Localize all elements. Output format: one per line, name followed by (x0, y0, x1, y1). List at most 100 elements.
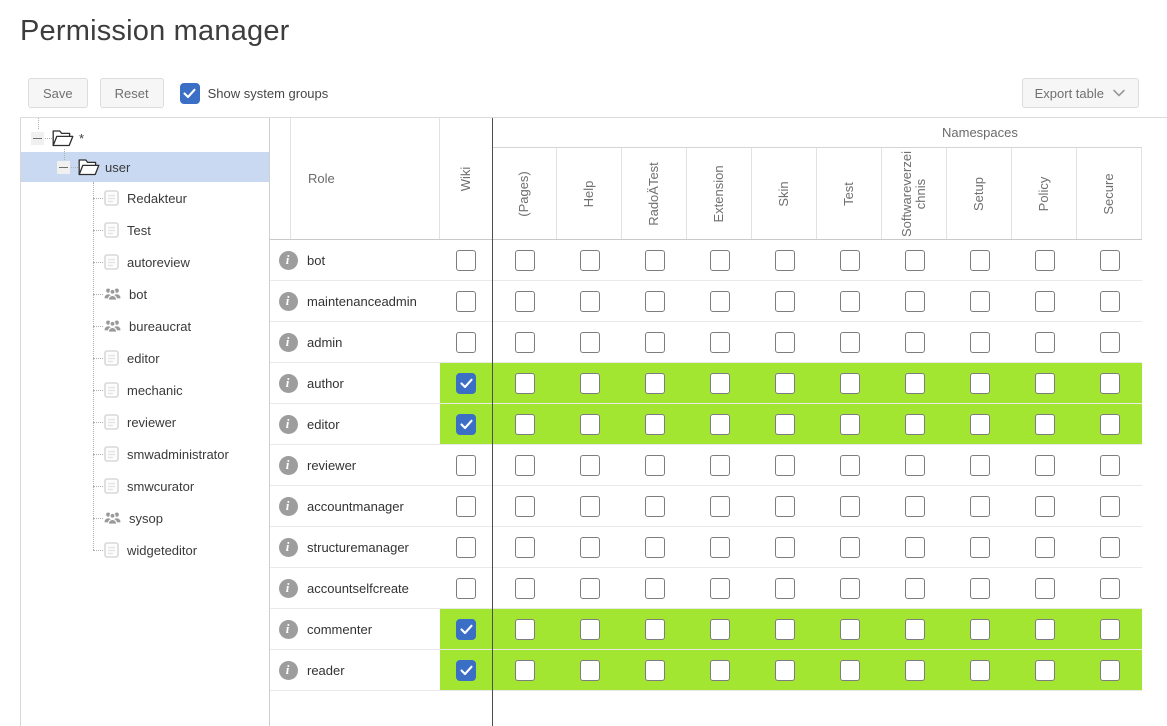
info-icon[interactable]: i (279, 414, 298, 434)
namespace-checkbox[interactable] (774, 331, 795, 353)
namespace-checkbox[interactable] (644, 577, 665, 599)
wiki-checkbox[interactable] (456, 290, 476, 312)
namespace-checkbox[interactable] (969, 454, 990, 476)
namespace-checkbox[interactable] (1099, 249, 1120, 271)
namespace-checkbox[interactable] (839, 454, 860, 476)
namespace-checkbox[interactable] (514, 618, 535, 640)
namespace-checkbox[interactable] (774, 290, 795, 312)
namespace-checkbox[interactable] (1034, 495, 1055, 517)
namespace-checkbox[interactable] (579, 290, 600, 312)
namespace-checkbox[interactable] (514, 577, 535, 599)
namespace-checkbox[interactable] (1034, 413, 1055, 435)
namespace-checkbox[interactable] (839, 372, 860, 394)
namespace-checkbox[interactable] (579, 372, 600, 394)
namespace-checkbox[interactable] (774, 659, 795, 681)
namespace-checkbox[interactable] (774, 536, 795, 558)
namespace-checkbox[interactable] (839, 577, 860, 599)
namespace-checkbox[interactable] (839, 249, 860, 271)
wiki-checkbox[interactable] (456, 495, 476, 517)
namespace-checkbox[interactable] (709, 536, 730, 558)
namespace-checkbox[interactable] (1034, 454, 1055, 476)
namespace-checkbox[interactable] (644, 331, 665, 353)
tree-item-reviewer[interactable]: reviewer (21, 406, 269, 438)
tree-item-root[interactable]: * (21, 124, 269, 152)
namespace-checkbox[interactable] (709, 659, 730, 681)
namespace-checkbox[interactable] (579, 249, 600, 271)
namespace-checkbox[interactable] (774, 372, 795, 394)
namespace-checkbox[interactable] (579, 331, 600, 353)
namespace-checkbox[interactable] (774, 413, 795, 435)
info-icon[interactable]: i (279, 332, 298, 352)
namespace-checkbox[interactable] (839, 495, 860, 517)
wiki-checkbox[interactable] (456, 577, 476, 599)
namespace-checkbox[interactable] (839, 413, 860, 435)
namespace-checkbox[interactable] (579, 536, 600, 558)
namespace-checkbox[interactable] (1034, 577, 1055, 599)
namespace-checkbox[interactable] (1034, 659, 1055, 681)
show-system-groups-checkbox[interactable] (179, 82, 200, 104)
namespace-checkbox[interactable] (644, 454, 665, 476)
namespace-checkbox[interactable] (644, 536, 665, 558)
tree-item-bureaucrat[interactable]: bureaucrat (21, 310, 269, 342)
namespace-checkbox[interactable] (774, 454, 795, 476)
namespace-checkbox[interactable] (709, 249, 730, 271)
namespace-checkbox[interactable] (709, 372, 730, 394)
namespace-checkbox[interactable] (774, 249, 795, 271)
namespace-checkbox[interactable] (709, 331, 730, 353)
wiki-checkbox[interactable] (456, 454, 476, 476)
save-button[interactable]: Save (28, 78, 88, 108)
namespace-checkbox[interactable] (1099, 372, 1120, 394)
reset-button[interactable]: Reset (99, 78, 164, 108)
namespace-checkbox[interactable] (514, 413, 535, 435)
namespace-checkbox[interactable] (969, 413, 990, 435)
namespace-checkbox[interactable] (514, 454, 535, 476)
namespace-checkbox[interactable] (709, 454, 730, 476)
wiki-checkbox[interactable] (456, 331, 476, 353)
namespace-checkbox[interactable] (579, 495, 600, 517)
wiki-checkbox[interactable] (456, 536, 476, 558)
namespace-checkbox[interactable] (644, 659, 665, 681)
namespace-checkbox[interactable] (839, 659, 860, 681)
wiki-checkbox[interactable] (456, 249, 476, 271)
namespace-checkbox[interactable] (644, 413, 665, 435)
namespace-checkbox[interactable] (644, 495, 665, 517)
namespace-checkbox[interactable] (969, 536, 990, 558)
namespace-checkbox[interactable] (579, 577, 600, 599)
tree-item-Test[interactable]: Test (21, 214, 269, 246)
namespace-checkbox[interactable] (774, 495, 795, 517)
namespace-checkbox[interactable] (1099, 659, 1120, 681)
namespace-checkbox[interactable] (904, 618, 925, 640)
namespace-checkbox[interactable] (709, 618, 730, 640)
namespace-checkbox[interactable] (904, 331, 925, 353)
tree-item-mechanic[interactable]: mechanic (21, 374, 269, 406)
namespace-checkbox[interactable] (1099, 413, 1120, 435)
info-icon[interactable]: i (279, 250, 298, 270)
namespace-checkbox[interactable] (1099, 454, 1120, 476)
info-icon[interactable]: i (279, 619, 298, 639)
namespace-checkbox[interactable] (969, 577, 990, 599)
info-icon[interactable]: i (279, 455, 298, 475)
namespace-checkbox[interactable] (644, 249, 665, 271)
wiki-checkbox[interactable] (456, 618, 476, 640)
namespace-checkbox[interactable] (514, 290, 535, 312)
namespace-checkbox[interactable] (514, 372, 535, 394)
info-icon[interactable]: i (279, 578, 298, 598)
namespace-checkbox[interactable] (1099, 577, 1120, 599)
namespace-checkbox[interactable] (709, 495, 730, 517)
namespace-checkbox[interactable] (709, 413, 730, 435)
namespace-checkbox[interactable] (1099, 290, 1120, 312)
tree-item-smwadministrator[interactable]: smwadministrator (21, 438, 269, 470)
namespace-checkbox[interactable] (774, 618, 795, 640)
namespace-checkbox[interactable] (969, 659, 990, 681)
namespace-checkbox[interactable] (1034, 536, 1055, 558)
wiki-checkbox[interactable] (456, 659, 476, 681)
namespace-checkbox[interactable] (969, 618, 990, 640)
namespace-checkbox[interactable] (839, 331, 860, 353)
info-icon[interactable]: i (279, 660, 298, 680)
namespace-checkbox[interactable] (709, 577, 730, 599)
namespace-checkbox[interactable] (514, 659, 535, 681)
namespace-checkbox[interactable] (904, 249, 925, 271)
namespace-checkbox[interactable] (1034, 290, 1055, 312)
tree-item-smwcurator[interactable]: smwcurator (21, 470, 269, 502)
namespace-checkbox[interactable] (1034, 618, 1055, 640)
